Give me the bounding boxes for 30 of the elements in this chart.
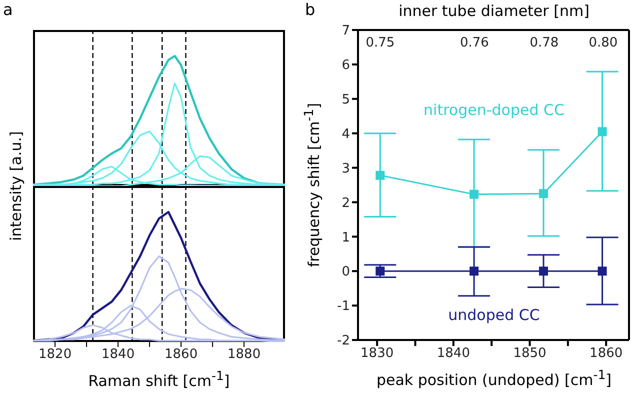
annotation: 0.76	[460, 36, 489, 50]
y-tick-label: 1	[342, 230, 350, 246]
x-axis-title: peak position (undoped) [cm$^{-1}$]	[376, 367, 612, 389]
text: nitrogen-doped CC	[424, 100, 564, 119]
x-tick-label: 1850	[513, 346, 546, 362]
annotation: 0.80	[588, 36, 618, 50]
annotation: 0.78	[530, 36, 559, 50]
x-tick-label: 1820	[38, 347, 72, 362]
chart-title: a	[3, 0, 13, 19]
text: undoped CC	[448, 306, 540, 324]
y-tick-label: 5	[342, 92, 350, 108]
x-tick-label: 1860	[590, 346, 623, 362]
chart-title: b	[305, 0, 316, 19]
y-tick-label: -1	[337, 299, 350, 314]
x-tick-label: 1840	[436, 346, 470, 362]
x-tick-label: 1860	[164, 347, 198, 362]
x2-axis-title: inner tube diameter [nm]	[398, 2, 590, 20]
y-tick-label: 4	[342, 126, 350, 142]
x-axis-title: Raman shift [cm$^{-1}$]	[88, 368, 230, 390]
y-tick-label: 3	[342, 161, 350, 176]
y-tick-label: 6	[342, 58, 350, 74]
x-tick-label: 1840	[102, 347, 135, 362]
y-tick-label: 7	[342, 24, 350, 39]
x-tick-label: 1880	[228, 347, 261, 362]
x-tick-label: 1830	[360, 346, 394, 362]
y-axis-title: intensity [a.u.]	[7, 131, 25, 241]
y-tick-label: -2	[337, 334, 350, 349]
y-tick-label: 2	[342, 196, 350, 211]
y-tick-label: 0	[342, 264, 350, 280]
annotation: 0.75	[366, 36, 395, 50]
